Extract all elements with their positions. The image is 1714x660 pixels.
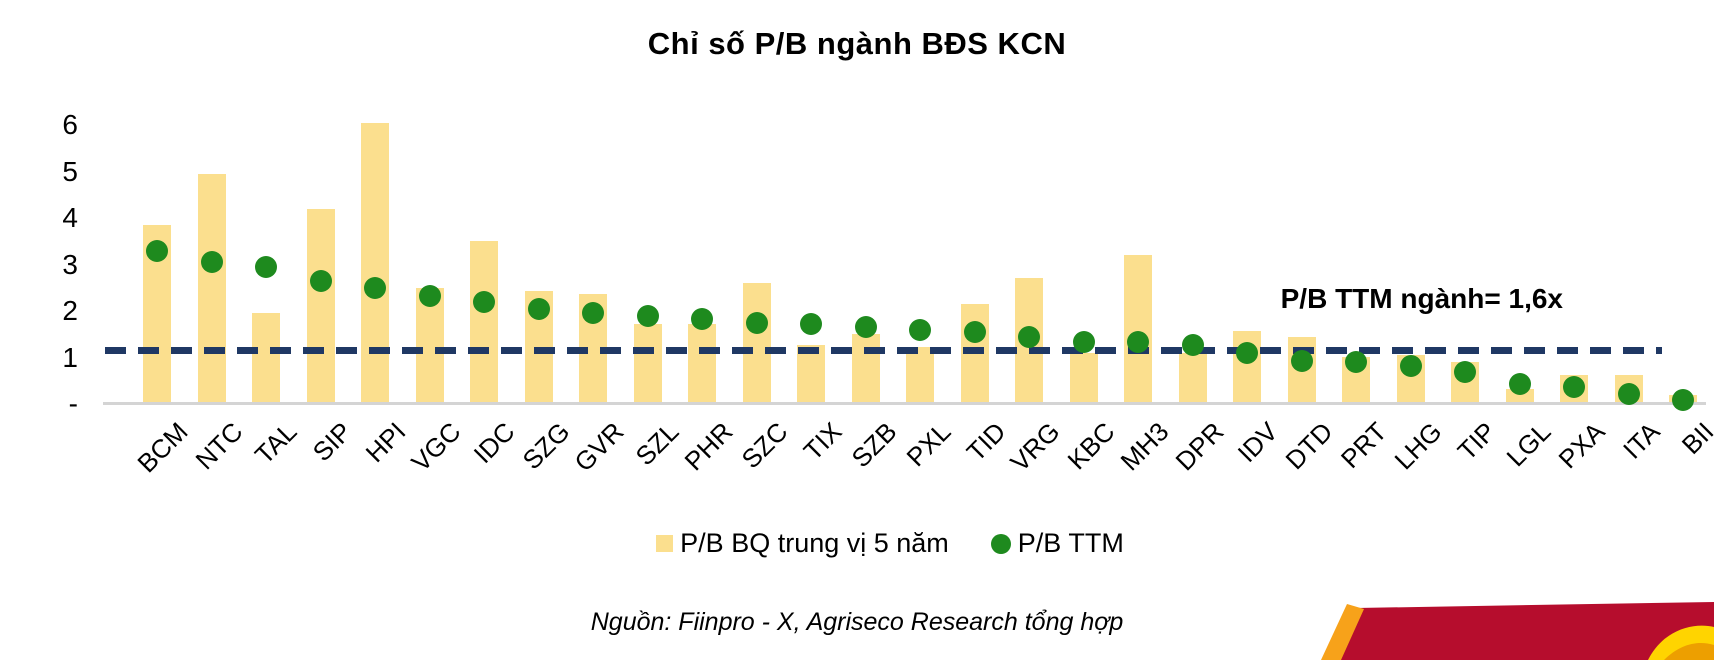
bar-SZL: [633, 324, 662, 404]
dot-LGL: [1508, 373, 1531, 396]
bar-SZB: [851, 334, 880, 404]
bar-TIX: [797, 345, 825, 404]
dot-BCM: [146, 239, 168, 262]
dot-TAL: [255, 255, 277, 278]
y-axis-tick-label: 1: [62, 341, 78, 373]
dot-ITA: [1617, 382, 1640, 405]
dot-series-swatch: [990, 533, 1011, 554]
reference-dashed-line: [105, 347, 1662, 355]
dot-DTD: [1290, 349, 1313, 372]
bar-HPI: [361, 122, 389, 404]
dot-TIP: [1454, 361, 1476, 384]
bar-series-swatch: [656, 535, 674, 552]
y-axis-tick-label: 3: [62, 248, 78, 280]
dot-VRG: [1018, 325, 1040, 348]
dot-TIX: [800, 313, 822, 336]
dot-PXA: [1563, 375, 1585, 398]
legend-item-bar-series: P/B BQ trung vị 5 năm: [656, 528, 949, 559]
bar-PHR: [688, 324, 716, 404]
dot-series-label: P/B TTM: [1017, 528, 1124, 558]
dot-LHG: [1399, 354, 1422, 377]
dot-PRT: [1345, 351, 1367, 374]
bar-SZC: [742, 283, 771, 404]
dot-SIP: [309, 269, 332, 292]
legend-item-dot-series: P/B TTM: [990, 528, 1124, 559]
chart-title: Chỉ số P/B ngành BĐS KCN: [647, 26, 1067, 61]
legend: P/B BQ trung vị 5 năm P/B TTM: [0, 528, 1714, 559]
y-axis-tick-label: -: [68, 388, 78, 419]
y-axis-tick-label: 2: [62, 295, 78, 326]
source-note: Nguồn: Fiinpro - X, Agriseco Research tổ…: [590, 608, 1124, 636]
x-axis-line: [103, 402, 1706, 405]
dot-VGC: [418, 284, 441, 307]
dot-MH3: [1127, 331, 1149, 354]
bar-TAL: [252, 313, 280, 404]
y-axis-tick-label: 6: [62, 109, 78, 140]
dot-GVR: [582, 302, 604, 325]
dot-SZB: [854, 316, 877, 339]
bar-KBC: [1069, 352, 1098, 404]
dot-SZC: [745, 312, 768, 335]
bar-MH3: [1124, 255, 1152, 404]
bar-PXL: [906, 347, 934, 404]
dot-BII: [1672, 388, 1694, 411]
reference-line-label: P/B TTM ngành= 1,6x: [1280, 283, 1563, 314]
dot-IDC: [473, 290, 495, 313]
dot-HPI: [364, 276, 386, 299]
bar-NTC: [197, 173, 226, 404]
dot-SZG: [527, 297, 550, 320]
dot-DPR: [1181, 334, 1204, 357]
bar-SIP: [306, 208, 335, 404]
bar-IDC: [470, 241, 498, 404]
y-axis-tick-label: 4: [62, 202, 78, 233]
dot-PHR: [691, 308, 713, 331]
dot-NTC: [200, 251, 223, 274]
dot-IDV: [1236, 341, 1258, 364]
bar-VGC: [415, 287, 444, 404]
y-axis-tick-label: 5: [62, 155, 78, 187]
dot-KBC: [1072, 330, 1095, 353]
bar-DPR: [1178, 353, 1207, 404]
bar-series-label: P/B BQ trung vị 5 năm: [680, 528, 949, 558]
dot-SZL: [636, 304, 659, 327]
dot-PXL: [909, 318, 931, 341]
dot-TID: [963, 320, 986, 343]
